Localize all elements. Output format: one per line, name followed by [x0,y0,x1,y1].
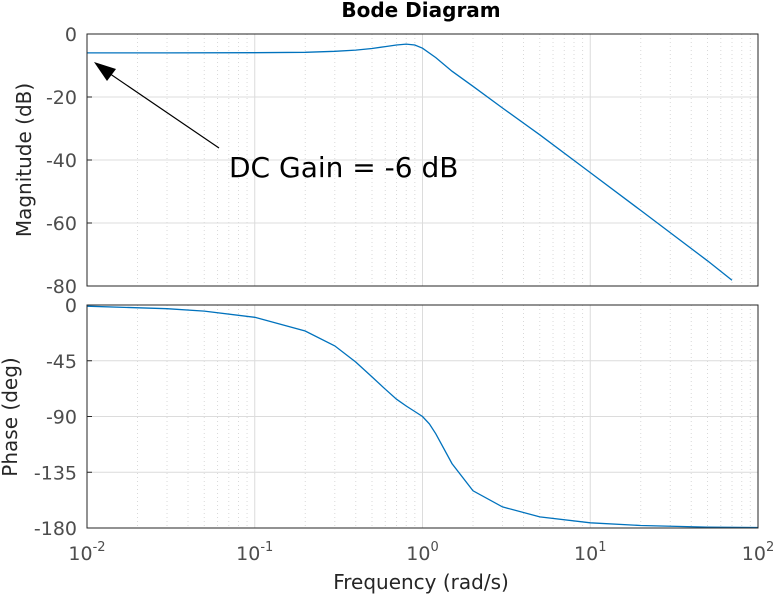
magnitude-y-tick-label: -80 [46,276,77,298]
x-tick-label: 10-2 [68,540,105,565]
phase-y-tick-label: -180 [34,518,77,540]
x-tick-label: 102 [742,540,774,565]
annotation-arrow-line [99,66,220,149]
x-axis-label: Frequency (rad/s) [333,570,509,594]
magnitude-y-tick-label: -60 [46,213,77,235]
phase-series-line [86,305,759,529]
annotation-text: DC Gain = -6 dB [229,151,458,184]
phase-y-label: Phase (deg) [0,357,22,476]
magnitude-series-line [87,43,733,281]
x-tick-label: 100 [406,540,438,565]
magnitude-y-tick-label: 0 [65,24,77,46]
dc-gain-annotation: DC Gain = -6 dB [94,62,458,184]
frequency-x-ticks: 10-2 10-1 100 101 102 [68,540,774,565]
x-tick-label: 10-1 [236,540,273,565]
magnitude-y-ticks: 0 -20 -40 -60 -80 [46,24,92,298]
magnitude-grid [87,34,758,286]
magnitude-y-tick-label: -20 [46,87,77,109]
phase-y-tick-label: -45 [46,351,77,373]
magnitude-y-label: Magnitude (dB) [12,83,36,237]
magnitude-panel: 0 -20 -40 -60 -80 Magnitude (dB) [12,24,759,298]
magnitude-y-tick-label: -40 [46,150,77,172]
phase-y-tick-label: -90 [46,407,77,429]
phase-panel: 0 -45 -90 -135 -180 Phase (deg) [0,295,759,540]
x-tick-label: 101 [574,540,606,565]
chart-title: Bode Diagram [341,0,500,22]
annotation-arrowhead [94,62,116,81]
phase-y-ticks: 0 -45 -90 -135 -180 [34,295,92,540]
phase-y-tick-label: 0 [65,295,77,317]
phase-y-tick-label: -135 [34,462,77,484]
